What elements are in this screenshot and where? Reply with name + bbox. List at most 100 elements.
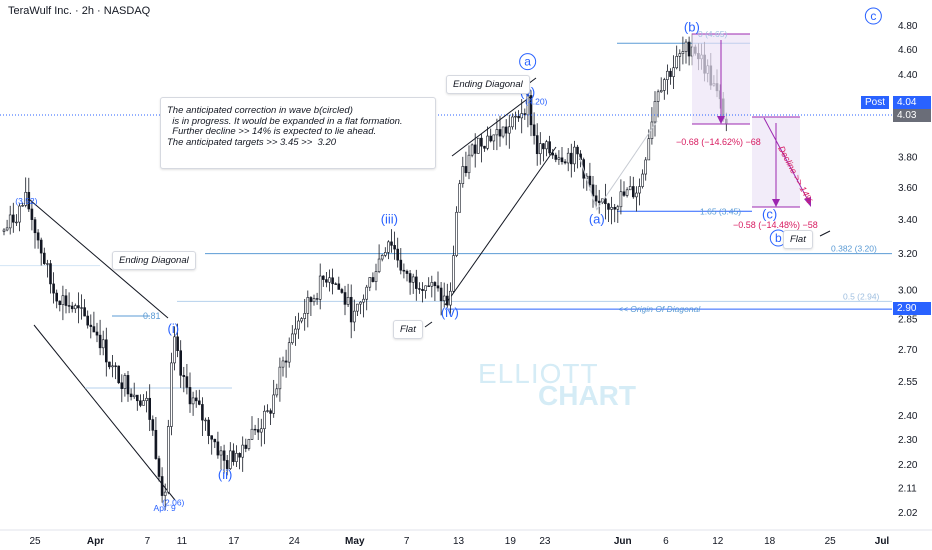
y-tick-label: 2.11 (898, 484, 917, 495)
candle-body (151, 419, 155, 431)
candle-body (563, 161, 567, 164)
candle-body (535, 135, 539, 155)
candle-body (433, 282, 437, 287)
candle-body (114, 365, 117, 367)
annotation-box[interactable]: The anticipated correction in wave b(cir… (160, 97, 436, 169)
candle-body (117, 365, 120, 384)
candle-body (610, 207, 613, 210)
candle-body (371, 277, 375, 282)
candle-body (514, 115, 517, 118)
candle-body (256, 429, 260, 433)
candle-body (21, 205, 24, 207)
candle-body (566, 152, 570, 164)
candle-body (346, 296, 350, 305)
chart-title: TeraWulf Inc. · 2h · NASDAQ (8, 5, 151, 17)
candle-body (613, 207, 617, 210)
wave-label-b: b (775, 231, 782, 245)
candle-body (139, 400, 142, 406)
wave-label-circle (519, 53, 537, 71)
candle-body (328, 277, 331, 283)
x-tick-label: 13 (453, 536, 465, 547)
measure-b-label: −0.68 (−14.62%) −68 (676, 137, 761, 147)
x-tick-label: 7 (145, 536, 151, 547)
candle-body (27, 191, 31, 210)
measure-c-label: −0.58 (−14.48%) −58 (733, 220, 818, 230)
candle-body (300, 318, 303, 322)
candle-body (644, 159, 648, 175)
candle-body (486, 135, 489, 149)
decline-arrow (763, 117, 811, 205)
candle-body (625, 189, 629, 196)
candle-body (163, 491, 167, 496)
annotation-line-2: is in progress. It would be expanded in … (167, 115, 403, 127)
ending-diagonal-top-lower (444, 146, 557, 306)
candle-body (272, 394, 276, 414)
candle-body (185, 376, 189, 388)
candle-body (269, 410, 272, 414)
candle-body (55, 292, 59, 302)
tag-flat-b[interactable]: Flat (783, 230, 813, 249)
candle-body (241, 444, 244, 458)
wave-labels: (3.52)(i)(ii)(iii)(iv)(v)a(4.20)(a)(b)(c… (15, 7, 882, 513)
y-tick-label: 4.60 (898, 45, 918, 56)
candle-body (604, 198, 607, 205)
candle-body (501, 126, 505, 137)
candle-body (607, 203, 610, 210)
candle-body (98, 334, 102, 349)
candle-body (278, 366, 282, 390)
wave-label-circle (864, 7, 882, 25)
candle-body (653, 101, 657, 123)
y-tick-label: 4.80 (898, 21, 918, 32)
candle-body (244, 444, 248, 449)
candle-body (24, 191, 28, 206)
ending-diagonal-left-upper (29, 199, 169, 319)
tag-ending-diagonal-top[interactable]: Ending Diagonal (446, 75, 530, 94)
wave-label: (i) (168, 321, 180, 336)
candle-body (507, 126, 511, 134)
candle-body (309, 297, 313, 303)
candle-body (511, 116, 514, 128)
candle-body (380, 255, 384, 260)
candle-body (303, 313, 307, 319)
candle-body (201, 404, 204, 421)
candle-body (312, 298, 316, 303)
y-tick-label: 3.40 (898, 215, 918, 226)
candle-body (421, 289, 424, 291)
candle-body (560, 157, 564, 163)
candle-body (458, 183, 462, 213)
wave-label: Apr. 9 (154, 503, 176, 513)
flat-b-pointer (819, 230, 831, 237)
wave-label: (3.52) (15, 196, 37, 206)
candle-body (452, 255, 455, 292)
x-tick-label: 6 (663, 536, 669, 547)
candle-body (476, 137, 480, 154)
candle-body (594, 195, 598, 202)
ending-diagonal-top-upper (451, 96, 531, 157)
candle-body (263, 410, 266, 430)
x-tick-label: 18 (764, 536, 776, 547)
candle-body (157, 458, 161, 477)
candle-body (523, 113, 527, 116)
candle-body (8, 214, 12, 229)
candle-body (33, 219, 37, 234)
candle-body (64, 295, 68, 306)
x-tick-label: 7 (404, 536, 410, 547)
candle-body (334, 283, 338, 285)
candle-body (132, 394, 136, 398)
candle-body (294, 328, 297, 335)
y-tick-label: 3.60 (898, 183, 918, 194)
candle-body (12, 214, 15, 223)
candle-body (58, 300, 62, 306)
candle-body (529, 95, 533, 126)
candle-body (179, 350, 182, 376)
candle-body (238, 453, 241, 458)
candle-body (548, 141, 551, 154)
origin-of-diagonal-line-label: << Origin Of Diagonal (618, 304, 701, 314)
wave-label: (iv) (441, 305, 459, 320)
candle-body (573, 146, 576, 165)
candle-body (635, 192, 638, 198)
y-tick-label: 3.00 (898, 286, 918, 297)
tag-ending-diagonal-left[interactable]: Ending Diagonal (112, 251, 196, 270)
tag-flat-iv[interactable]: Flat (393, 320, 423, 339)
